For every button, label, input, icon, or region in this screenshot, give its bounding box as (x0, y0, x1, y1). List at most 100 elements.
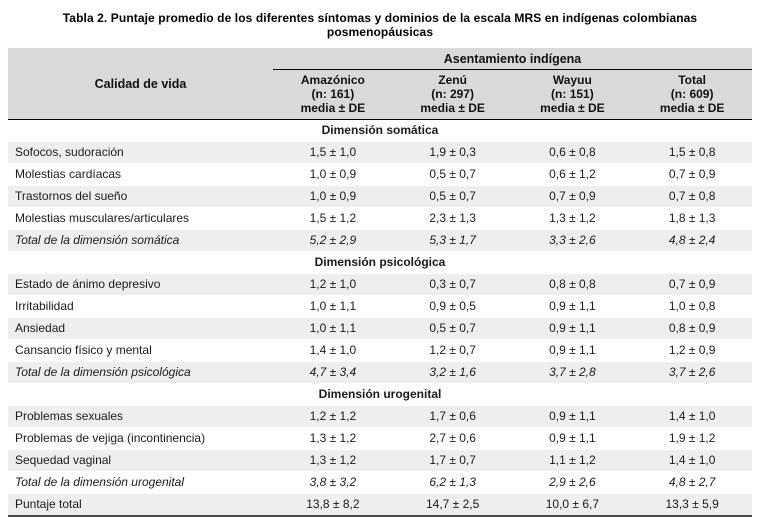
section-title: Dimensión somática (321, 123, 439, 137)
data-row: Estado de ánimo depresivo 1,2 ± 1,0 0,3 ± … (8, 273, 752, 296)
value-cell: 1,2 ± 1,2 (309, 409, 357, 423)
row-label: Total de la dimensión urogenital (15, 475, 185, 489)
column-header-n: (n: 161) (311, 87, 355, 101)
value-cell: 1,9 ± 1,2 (668, 431, 716, 445)
value-cell: 3,2 ± 1,6 (429, 365, 476, 379)
section-title: Dimensión urogenital (318, 387, 442, 401)
column-header-stat: media ± DE (540, 101, 605, 115)
value-cell: 1,3 ± 1,2 (549, 211, 596, 225)
value-cell: 1,4 ± 1,0 (309, 343, 357, 357)
row-label: Trastornos del sueño (15, 189, 128, 203)
data-row: Trastornos del sueño 1,0 ± 0,9 0,5 ± 0,7 0,… (8, 185, 752, 208)
value-cell: 0,9 ± 1,1 (549, 431, 596, 445)
data-row: Problemas sexuales 1,2 ± 1,2 1,7 ± 0,6 0,9 … (8, 405, 752, 428)
row-label: Ansiedad (15, 321, 66, 335)
section-header-row: Dimensión psicológica (8, 251, 752, 274)
value-cell: 0,5 ± 0,7 (429, 167, 476, 181)
value-cell: 1,0 ± 1,1 (309, 321, 357, 335)
row-label: Cansancio físico y mental (15, 343, 152, 357)
value-cell: 1,4 ± 1,0 (668, 453, 716, 467)
value-cell: 1,9 ± 0,3 (429, 145, 476, 159)
data-row: Total de la dimensión somática 5,2 ± 2,9 5… (8, 229, 752, 252)
value-cell: 1,0 ± 0,9 (309, 167, 357, 181)
value-cell: 2,7 ± 0,6 (429, 431, 476, 445)
data-row: Ansiedad 1,0 ± 1,1 0,5 ± 0,7 0,9 ± 1,1 0,8 ±… (8, 317, 752, 340)
value-cell: 0,9 ± 1,1 (549, 321, 596, 335)
value-cell: 0,7 ± 0,8 (668, 189, 716, 203)
row-label: Sofocos, sudoración (15, 145, 124, 159)
column-header-stat: media ± DE (659, 101, 725, 115)
value-cell: 0,8 ± 0,9 (668, 321, 716, 335)
value-cell: 4,7 ± 3,4 (309, 365, 357, 379)
value-cell: 0,7 ± 0,9 (549, 189, 596, 203)
row-label: Irritabilidad (15, 299, 74, 313)
data-row: Total de la dimensión psicológica 4,7 ± 3… (8, 361, 752, 384)
column-header: Wayuu (n: 151) media ± DE (512, 69, 633, 120)
value-cell: 1,1 ± 1,2 (549, 453, 596, 467)
group-header-asentamiento: Asentamiento indígena (273, 48, 752, 70)
value-cell: 2,9 ± 2,6 (549, 475, 596, 489)
data-row: Cansancio físico y mental 1,4 ± 1,0 1,2 ± … (8, 339, 752, 362)
value-cell: 1,3 ± 1,2 (309, 431, 357, 445)
value-cell: 1,0 ± 0,8 (668, 299, 716, 313)
table-body: Dimensión somática Sofocos, sudoración 1,5… (8, 119, 752, 516)
row-label: Total de la dimensión psicológica (15, 365, 191, 379)
value-cell: 2,3 ± 1,3 (429, 211, 476, 225)
section-header-row: Dimensión somática (8, 119, 752, 142)
row-label: Problemas sexuales (15, 409, 124, 423)
row-label: Molestias musculares/articulares (15, 211, 190, 225)
column-header: Total (n: 609) media ± DE (632, 69, 752, 120)
value-cell: 3,3 ± 2,6 (549, 233, 596, 247)
value-cell: 14,7 ± 2,5 (425, 497, 480, 511)
table-title: Tabla 2. Puntaje promedio de los diferen… (62, 11, 698, 39)
column-header-name: Zenú (438, 73, 467, 87)
value-cell: 0,9 ± 1,1 (549, 343, 596, 357)
column-header-n: (n: 297) (431, 87, 474, 101)
row-label: Total de la dimensión somática (15, 233, 180, 247)
data-row: Molestias cardíacas 1,0 ± 0,9 0,5 ± 0,7 0,6… (8, 163, 752, 186)
value-cell: 3,7 ± 2,8 (549, 365, 596, 379)
value-cell: 1,7 ± 0,6 (429, 409, 476, 423)
value-cell: 1,0 ± 1,1 (309, 299, 357, 313)
data-row: Irritabilidad 1,0 ± 1,1 0,9 ± 0,5 0,9 ± 1,1… (8, 295, 752, 318)
value-cell: 13,8 ± 8,2 (306, 497, 360, 511)
data-row: Molestias musculares/articulares 1,5 ± 1,… (8, 207, 752, 230)
value-cell: 0,8 ± 0,8 (549, 277, 596, 291)
value-cell: 0,6 ± 1,2 (549, 167, 596, 181)
value-cell: 1,2 ± 0,7 (429, 343, 476, 357)
group-header-row: Calidad de vida Asentamiento indígena (8, 48, 752, 120)
column-header-n: (n: 609) (670, 87, 714, 101)
row-label: Problemas de vejiga (incontinencia) (15, 431, 206, 445)
value-cell: 10,0 ± 6,7 (545, 497, 600, 511)
value-cell: 13,3 ± 5,9 (665, 497, 719, 511)
value-cell: 0,9 ± 0,5 (429, 299, 476, 313)
value-cell: 0,3 ± 0,7 (429, 277, 476, 291)
value-cell: 1,5 ± 1,2 (309, 211, 357, 225)
value-cell: 0,7 ± 0,9 (668, 167, 716, 181)
value-cell: 0,7 ± 0,9 (668, 277, 716, 291)
value-cell: 1,5 ± 1,0 (309, 145, 357, 159)
value-cell: 3,8 ± 3,2 (309, 475, 357, 489)
value-cell: 5,3 ± 1,7 (429, 233, 476, 247)
value-cell: 1,4 ± 1,0 (668, 409, 716, 423)
column-header-n: (n: 151) (551, 87, 594, 101)
value-cell: 0,5 ± 0,7 (429, 189, 476, 203)
data-row: Total de la dimensión urogenital 3,8 ± 3,… (8, 471, 752, 494)
value-cell: 5,2 ± 2,9 (309, 233, 357, 247)
column-header-stat: media ± DE (300, 101, 366, 115)
value-cell: 4,8 ± 2,4 (668, 233, 716, 247)
row-label: Sequedad vaginal (15, 453, 112, 467)
data-row: Sequedad vaginal 1,3 ± 1,2 1,7 ± 0,7 1,1 ± … (8, 449, 752, 472)
value-cell: 0,5 ± 0,7 (429, 321, 476, 335)
mrs-table: Calidad de vida Asentamiento indígena Am… (8, 48, 752, 517)
value-cell: 3,7 ± 2,6 (668, 365, 716, 379)
value-cell: 0,6 ± 0,8 (549, 145, 596, 159)
table-header: Calidad de vida Asentamiento indígena Am… (8, 48, 752, 120)
column-header-name: Wayuu (552, 73, 592, 87)
column-header-name: Amazónico (300, 73, 365, 87)
column-header-row: Amazónico (n: 161) media ± DE Zenú (n: 297) m… (8, 69, 752, 120)
row-label: Estado de ánimo depresivo (15, 277, 161, 291)
value-cell: 0,9 ± 1,1 (549, 299, 596, 313)
column-header-name: Total (678, 73, 707, 87)
